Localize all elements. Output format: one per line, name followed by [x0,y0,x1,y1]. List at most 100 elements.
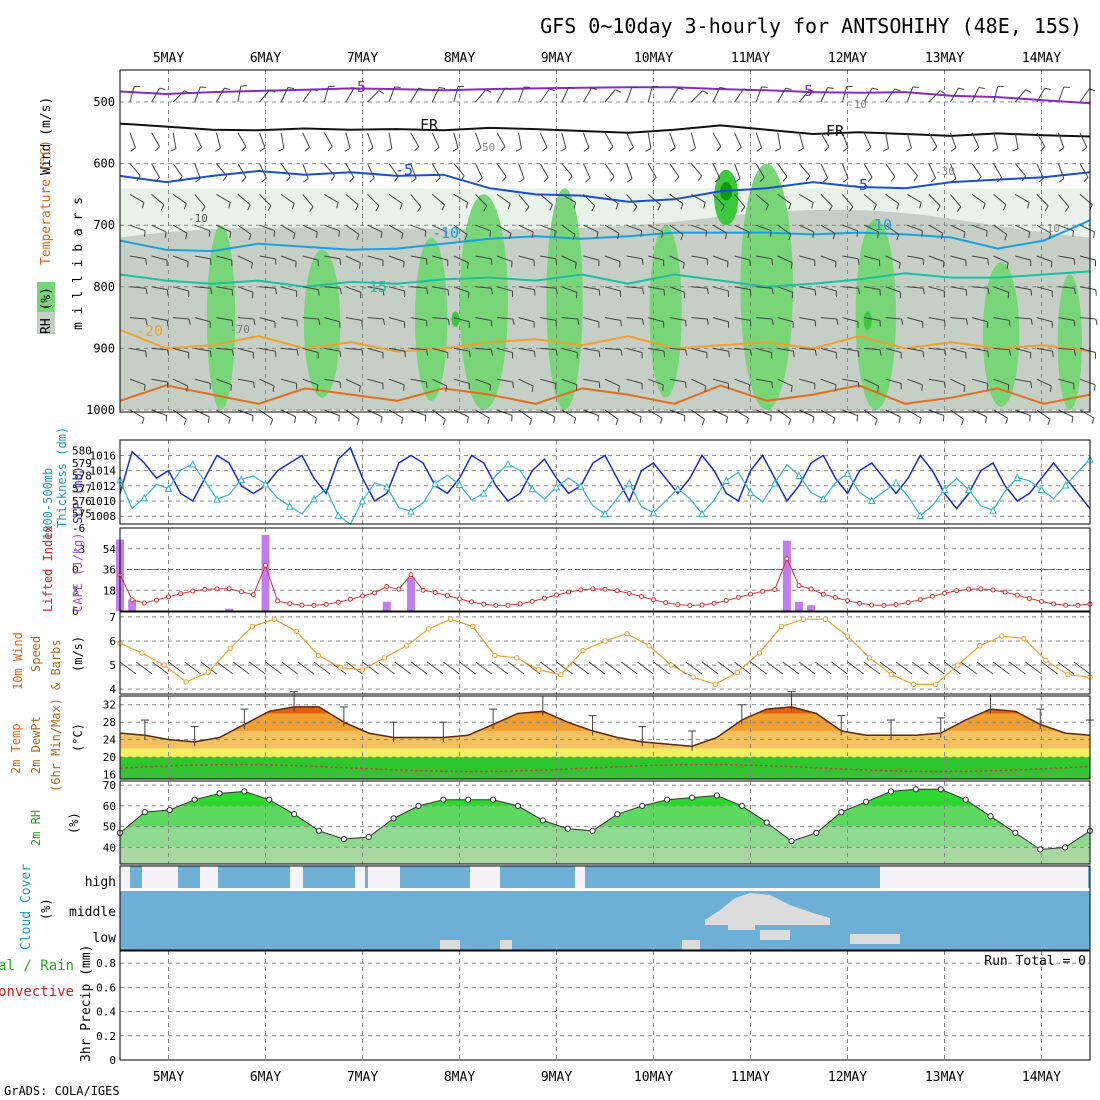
lifted-index-marker [384,583,390,589]
wind-barb [777,87,787,103]
wind-barb [475,163,483,179]
upper-temp-axis-label: Temperature (°C) [39,140,54,265]
wind-barb [237,86,242,103]
wind-barb [734,378,750,386]
cape-panel-frame [119,527,1091,612]
wind-barb-flag [583,147,590,152]
wind-barb-flag [756,147,762,152]
wind-barb [410,409,426,416]
wind-barb-flag [250,262,253,269]
wind-barb [755,224,772,232]
wind-barb [1058,347,1075,351]
wind-barb [410,163,417,179]
wind10-speed-marker [756,650,763,656]
isotherm-line [119,328,1091,353]
wind-barb [1079,163,1089,178]
cape-tick-label: 18 [103,584,116,597]
wind-barb-flag [824,146,830,152]
thickness-marker [188,459,197,468]
lifted-index-marker [990,587,996,593]
wind-barb [388,224,404,234]
wind-barb-flag [504,87,511,91]
wind-barb [648,286,665,291]
wind-barb-flag [616,233,620,240]
rh-panel-frame [119,780,1091,865]
wind-barb [950,87,959,103]
wind-barb [561,87,570,103]
wind-barb [691,255,708,260]
wind-barb-flag [577,318,580,325]
thickness-tick-label: 579 [72,457,92,470]
temp-tick-label: 20 [103,751,116,764]
wind-barb [129,86,135,103]
wind-barb-flag [339,258,342,265]
wind10-barb [313,661,331,675]
wind-barb [237,286,254,293]
wind-barb [216,378,232,386]
wind10-barb [540,661,557,675]
wind-barb-flag [677,87,684,91]
wind-barb [734,88,745,103]
wind-barb [151,163,161,178]
temp-panel-frame [119,695,1091,780]
wind-barb [712,87,721,103]
wind-barb [367,409,383,418]
wind-barb [237,409,254,416]
wind-barb-flag [812,231,815,238]
wind-barb [949,163,957,179]
rh-2m-line [119,788,1091,851]
wind-barb [280,224,296,234]
wind-barb-flag [896,203,900,210]
wind10-barb [362,661,379,675]
wind-barb [1058,286,1075,289]
wind-barb [496,224,512,234]
wind-barb [302,317,319,320]
top-date-axis: 5MAY 6MAY 7MAY 8MAY 9MAY 10MAY 11MAY 12MAY 13MAY… [153,51,1061,66]
wind-tick-label: 7 [109,611,116,624]
wind-barb-flag [828,205,833,212]
wind-barb [215,163,228,177]
wind-barb [194,86,201,103]
rh-axis-label: 2m RH [29,810,43,846]
rh-2m-marker [315,827,323,834]
temp-axis-label-4: (°C) [71,723,85,752]
precip-total-rain-label: Total / Rain [0,958,74,974]
wind-barb-flag [555,288,558,295]
wind-barb [237,347,254,354]
wind-barb [1058,378,1074,384]
wind-barb-flag [515,148,522,152]
lifted-index-marker [832,594,838,600]
thickness-marker [479,488,488,497]
wind-barb-flag [641,258,644,265]
wind10-barb [475,661,492,675]
top-date-label: 7MAY [347,51,378,66]
lifted-index-marker [481,601,487,607]
wind10-speed-marker [315,652,322,659]
wind-barb [907,224,923,232]
wind-barb-flag [950,178,957,183]
rh-humidity-blob [415,237,448,401]
wind-barb-flag [502,176,507,182]
wind10-barb [621,661,638,675]
wind-barb [863,194,877,206]
thickness-marker [1013,473,1022,482]
wind-barb-flag [164,231,167,238]
wind-barb [151,286,168,291]
wind10-speed-marker [999,633,1005,639]
wind-barb-flag [919,202,922,209]
wind-barb [582,87,592,103]
lifted-index-marker [784,556,790,562]
wind-barb-flag [898,416,901,423]
precip-convective-label: Convective [0,984,74,1000]
wind-barb-flag [680,203,684,210]
precip-tick-label: 0.6 [96,981,116,994]
wind-barb [756,286,773,289]
thickness-tick-label: 580 [72,444,92,457]
wind10-axis-label-4: (m/s) [71,636,85,672]
wind-barb [302,88,313,103]
cloud-divider [120,888,1090,891]
wind-barb-flag [394,176,399,182]
wind-barb [367,224,383,233]
wind10-speed-marker [888,672,895,678]
wind-barb [799,378,815,384]
